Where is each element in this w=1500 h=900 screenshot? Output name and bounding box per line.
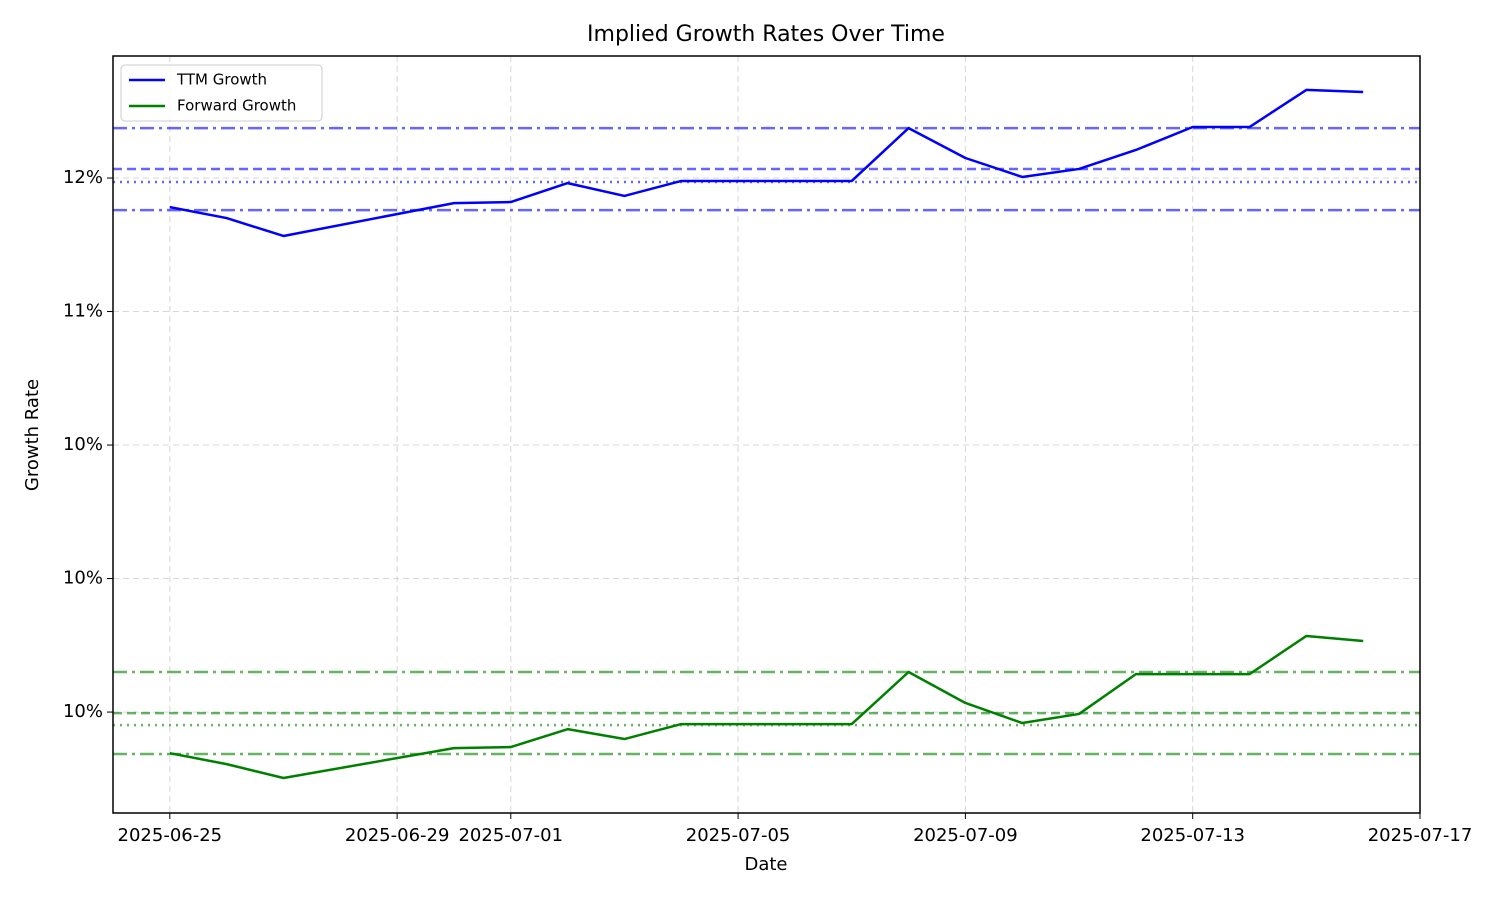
chart-title: Implied Growth Rates Over Time [587,22,945,47]
x-tick-label: 2025-06-25 [118,825,223,846]
x-tick-label: 2025-06-29 [345,825,450,846]
y-tick-label: 11% [63,301,103,322]
legend-label: TTM Growth [176,71,267,89]
legend-label: Forward Growth [177,97,296,115]
series-line [169,88,1364,238]
legend-box [120,64,323,122]
y-tick-label: 10% [63,568,103,589]
y-tick-label: 10% [63,701,103,722]
x-tick-label: 2025-07-09 [913,825,1018,846]
plot-frame [112,55,1421,814]
x-axis-label: Date [744,854,787,875]
series-line [169,634,1364,780]
x-tick-label: 2025-07-05 [686,825,791,846]
y-tick-label: 12% [63,167,103,188]
x-tick-label: 2025-07-13 [1140,825,1245,846]
y-tick-label: 10% [63,434,103,455]
x-tick-label: 2025-07-01 [458,825,563,846]
y-axis-label: Growth Rate [22,379,43,491]
x-tick-label: 2025-07-17 [1368,825,1473,846]
